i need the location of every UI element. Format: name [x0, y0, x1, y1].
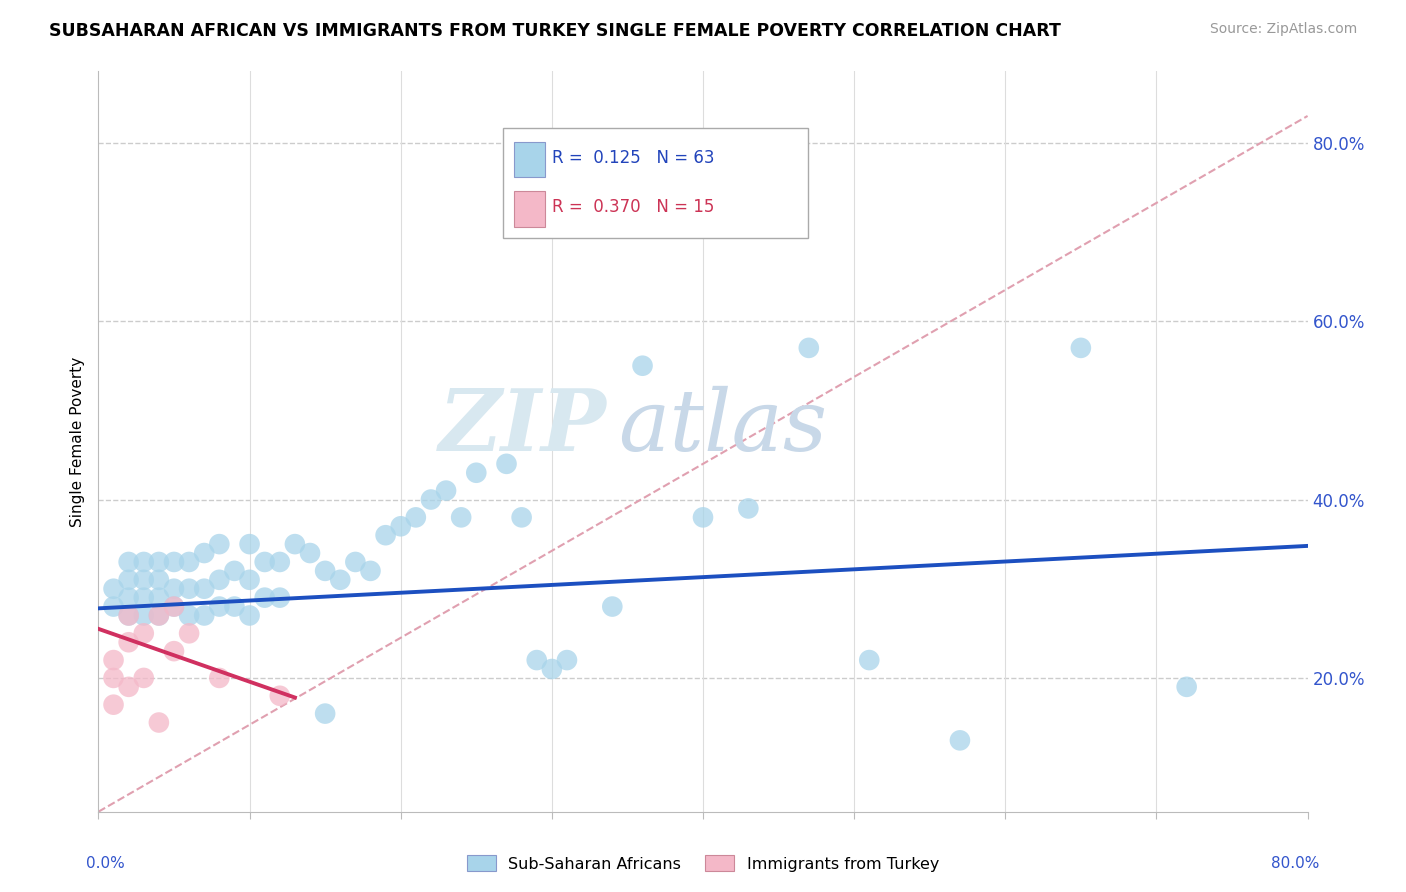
Point [1175, 680, 1198, 694]
Legend: Sub-Saharan Africans, Immigrants from Turkey: Sub-Saharan Africans, Immigrants from Tu… [458, 847, 948, 880]
Point [163, 555, 186, 569]
Point [148, 608, 170, 623]
Point [631, 359, 654, 373]
Point [132, 608, 155, 623]
Text: R =  0.370   N = 15: R = 0.370 N = 15 [551, 198, 714, 216]
Point [495, 457, 517, 471]
Point [949, 733, 972, 747]
Point [118, 608, 141, 623]
Point [103, 653, 125, 667]
Point [103, 671, 125, 685]
Point [526, 653, 548, 667]
Point [163, 599, 186, 614]
Point [434, 483, 457, 498]
Point [208, 671, 231, 685]
Point [193, 608, 215, 623]
Point [1070, 341, 1092, 355]
Point [118, 608, 141, 623]
Point [148, 555, 170, 569]
Point [405, 510, 427, 524]
Point [420, 492, 443, 507]
Point [132, 573, 155, 587]
Point [163, 599, 186, 614]
Point [179, 582, 201, 596]
Point [540, 662, 562, 676]
Point [179, 608, 201, 623]
Point [132, 555, 155, 569]
Point [118, 573, 141, 587]
Point [269, 591, 291, 605]
Point [132, 626, 155, 640]
Point [118, 555, 141, 569]
Point [602, 599, 624, 614]
Point [450, 510, 472, 524]
Point [329, 573, 352, 587]
Point [208, 599, 231, 614]
Point [510, 510, 533, 524]
Text: 80.0%: 80.0% [1271, 856, 1320, 871]
Point [163, 582, 186, 596]
Point [360, 564, 382, 578]
Point [148, 715, 170, 730]
Point [314, 706, 336, 721]
Point [239, 537, 262, 551]
Text: R =  0.125   N = 63: R = 0.125 N = 63 [551, 150, 714, 168]
Point [179, 626, 201, 640]
Y-axis label: Single Female Poverty: Single Female Poverty [70, 357, 86, 526]
Point [253, 591, 276, 605]
Point [253, 555, 276, 569]
Text: atlas: atlas [619, 385, 828, 468]
Point [118, 591, 141, 605]
Point [103, 599, 125, 614]
Point [314, 564, 336, 578]
Point [389, 519, 412, 533]
Point [239, 573, 262, 587]
Point [163, 644, 186, 658]
Text: SUBSAHARAN AFRICAN VS IMMIGRANTS FROM TURKEY SINGLE FEMALE POVERTY CORRELATION C: SUBSAHARAN AFRICAN VS IMMIGRANTS FROM TU… [49, 22, 1062, 40]
Point [148, 573, 170, 587]
Point [132, 671, 155, 685]
Point [103, 698, 125, 712]
Point [344, 555, 367, 569]
Point [797, 341, 820, 355]
Point [269, 555, 291, 569]
Text: ZIP: ZIP [439, 385, 606, 468]
Point [299, 546, 322, 560]
Point [208, 537, 231, 551]
Point [193, 546, 215, 560]
Point [239, 608, 262, 623]
Point [555, 653, 578, 667]
Point [118, 680, 141, 694]
Text: Source: ZipAtlas.com: Source: ZipAtlas.com [1209, 22, 1357, 37]
Point [132, 591, 155, 605]
Point [224, 599, 246, 614]
Point [118, 635, 141, 649]
Point [103, 582, 125, 596]
Text: 0.0%: 0.0% [86, 856, 125, 871]
Point [284, 537, 307, 551]
Point [465, 466, 488, 480]
Point [224, 564, 246, 578]
Point [148, 591, 170, 605]
Point [193, 582, 215, 596]
Point [858, 653, 880, 667]
Point [269, 689, 291, 703]
Point [374, 528, 396, 542]
Point [737, 501, 759, 516]
Point [179, 555, 201, 569]
Point [692, 510, 714, 524]
Point [208, 573, 231, 587]
Point [148, 608, 170, 623]
